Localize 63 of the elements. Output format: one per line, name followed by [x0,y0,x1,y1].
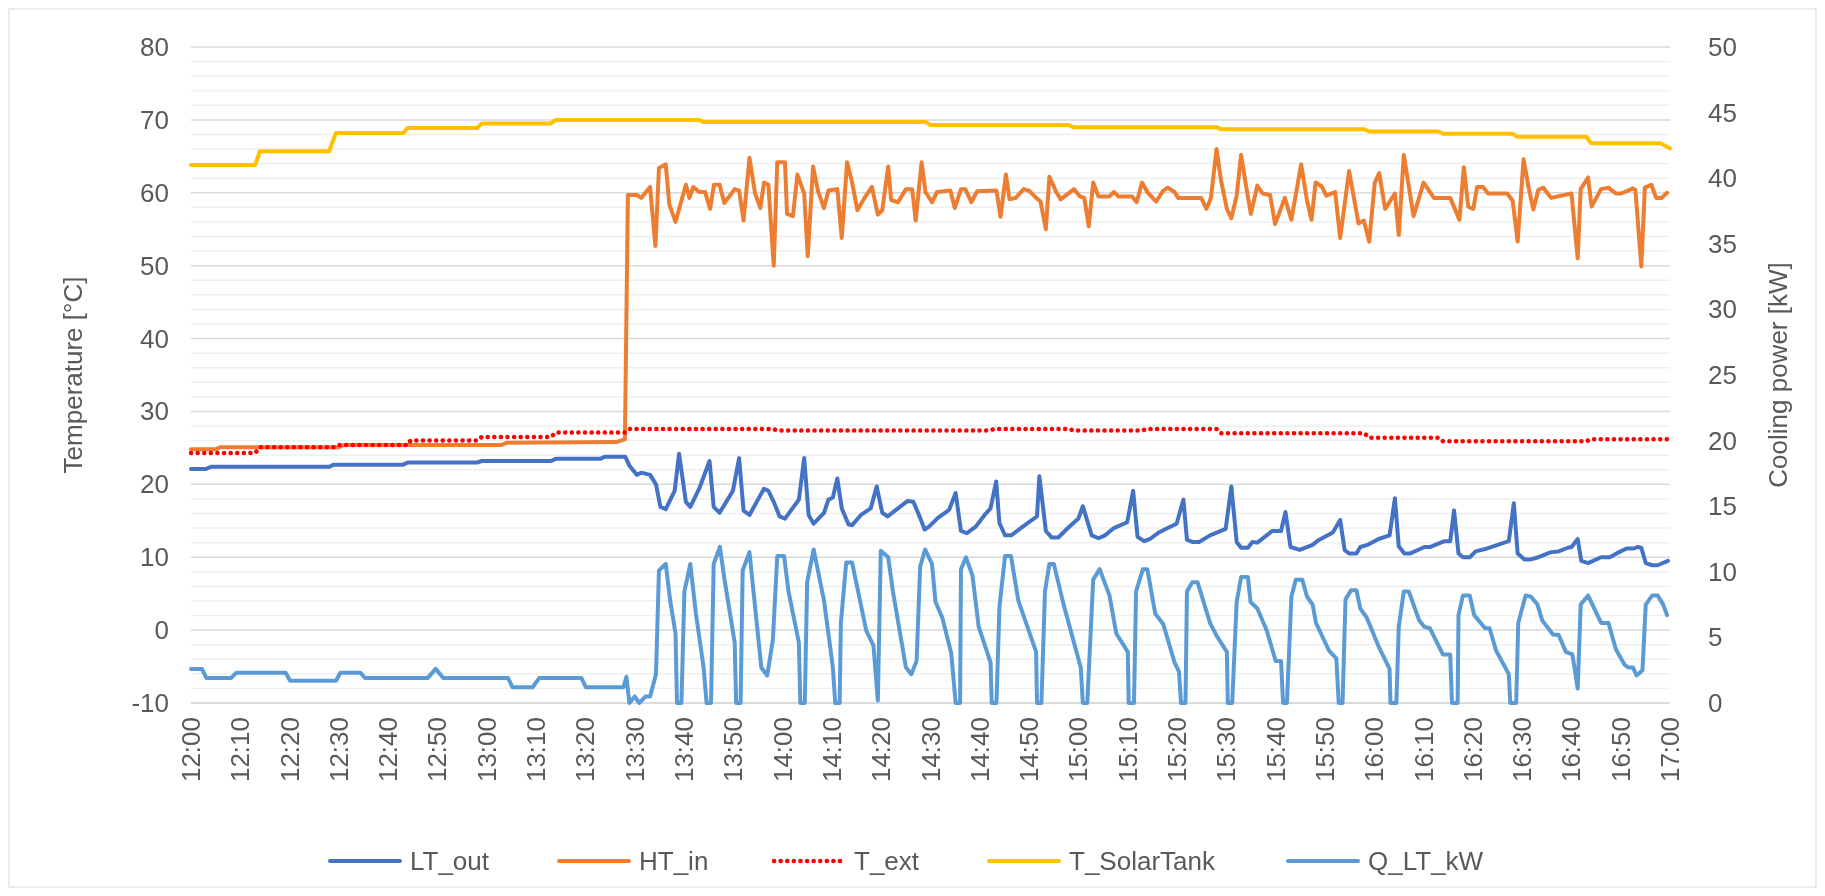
legend-label: LT_out [410,846,490,876]
y2-tick-label: 50 [1708,32,1737,62]
x-tick-label: 15:00 [1063,717,1094,783]
x-tick-label: 13:50 [718,717,749,783]
line-series [189,117,1672,168]
legend-label: Q_LT_kW [1368,846,1484,876]
y-tick-label: 20 [140,469,169,500]
x-tick-label: 12:10 [225,717,256,783]
x-tick-label: 16:30 [1507,717,1538,783]
x-tick-label: 17:00 [1655,717,1685,783]
x-tick-label: 14:50 [1014,717,1044,783]
x-tick-label: 12:00 [176,717,206,783]
x-tick-label: 13:20 [570,717,601,783]
y2-tick-label: 20 [1708,425,1737,456]
y2-tick-label: 45 [1708,97,1737,128]
x-tick-label: 12:20 [274,717,305,783]
x-tick-label: 13:40 [669,717,700,783]
x-tick-label: 14:20 [866,717,897,783]
y2-axis-title: Cooling power [kW] [1763,262,1793,488]
x-tick-label: 16:20 [1457,717,1488,783]
x-tick-label: 15:30 [1211,717,1242,783]
x-tick-label: 12:30 [323,717,354,783]
x-tick-label: 15:20 [1161,717,1192,783]
y2-tick-label: 25 [1708,360,1737,390]
y-tick-label: 70 [140,104,169,135]
y2-tick-label: 35 [1708,228,1737,259]
x-tick-label: 13:10 [521,717,552,783]
y2-tick-label: 5 [1708,622,1723,653]
x-tick-label: 15:50 [1309,717,1340,783]
x-tick-label: 15:10 [1112,717,1143,783]
legend-label: T_SolarTank [1069,846,1216,876]
x-tick-label: 13:00 [471,717,502,783]
y-axis-title: Temperature [°C] [58,276,88,474]
y2-tick-label: 30 [1708,294,1737,325]
legend-label: T_ext [854,846,920,876]
x-tick-label: 14:00 [767,717,798,783]
y-tick-label: 0 [154,615,169,646]
y-tick-label: 10 [140,542,169,573]
y-tick-label: 80 [140,32,169,62]
y2-tick-label: 10 [1708,556,1737,587]
y2-tick-label: 40 [1708,163,1737,194]
y-tick-label: -10 [131,688,169,718]
line-series [189,451,1670,568]
x-tick-label: 12:40 [373,717,404,783]
x-tick-label: 16:50 [1605,717,1636,783]
x-tick-label: 13:30 [619,717,650,783]
line-series [189,147,1670,452]
x-tick-label: 16:40 [1556,717,1587,783]
x-tick-label: 14:10 [817,717,847,783]
y-tick-label: 40 [140,323,169,354]
x-tick-label: 16:00 [1359,717,1390,783]
x-tick-label: 15:40 [1260,717,1291,783]
y2-tick-label: 0 [1708,688,1723,718]
y-tick-label: 30 [140,396,169,427]
x-tick-label: 12:50 [422,717,453,783]
legend-label: HT_in [639,846,709,876]
x-tick-label: 16:10 [1408,717,1439,783]
x-tick-label: 14:30 [915,717,946,783]
x-tick-label: 14:40 [964,717,995,783]
y2-tick-label: 15 [1708,491,1737,522]
line-series [189,544,1670,705]
y-tick-label: 60 [140,177,169,208]
y-tick-label: 50 [140,250,169,281]
